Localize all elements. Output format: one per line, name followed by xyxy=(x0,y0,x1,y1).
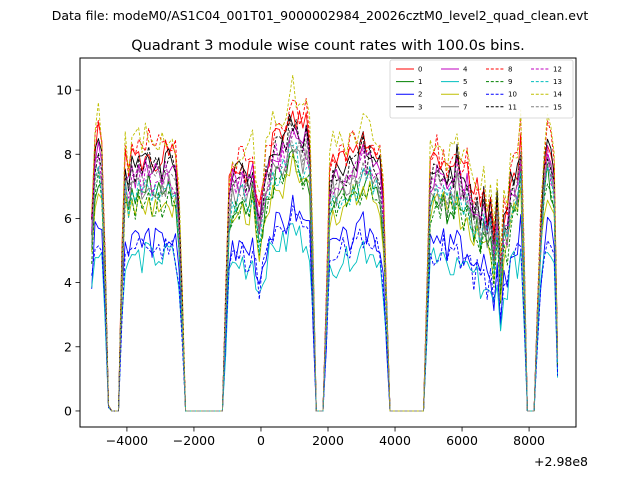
figure-suptitle: Data file: modeM0/AS1C04_001T01_90000029… xyxy=(52,8,589,23)
legend-label: 6 xyxy=(463,91,468,99)
legend-label: 14 xyxy=(553,91,562,99)
legend-label: 15 xyxy=(553,103,562,111)
y-tick-label: 2 xyxy=(64,339,72,354)
legend-label: 9 xyxy=(508,78,512,86)
chart-title: Quadrant 3 module wise count rates with … xyxy=(131,38,525,54)
series-layer xyxy=(91,74,559,412)
x-tick-label: 6000 xyxy=(446,433,478,448)
y-axis: 0 2 4 6 8 10 xyxy=(56,83,80,418)
x-tick-label: 4000 xyxy=(379,433,411,448)
legend-label: 11 xyxy=(508,103,517,111)
y-tick-label: 8 xyxy=(64,147,72,162)
legend-label: 13 xyxy=(553,78,562,86)
series-line-15 xyxy=(91,129,559,412)
x-tick-label: 0 xyxy=(257,433,265,448)
y-tick-label: 6 xyxy=(64,211,72,226)
legend-label: 7 xyxy=(463,103,467,111)
x-tick-label: −4000 xyxy=(106,433,148,448)
legend-label: 1 xyxy=(418,78,422,86)
x-tick-label: 2000 xyxy=(312,433,344,448)
series-line-10 xyxy=(91,205,559,412)
legend-label: 3 xyxy=(418,103,422,111)
series-line-13 xyxy=(91,142,559,412)
legend-label: 12 xyxy=(553,66,562,74)
legend-label: 8 xyxy=(508,66,512,74)
x-tick-label: 8000 xyxy=(513,433,545,448)
legend-label: 0 xyxy=(418,66,422,74)
x-tick-label: −2000 xyxy=(173,433,215,448)
legend-label: 5 xyxy=(463,78,467,86)
series-line-12 xyxy=(91,127,559,412)
y-tick-label: 10 xyxy=(56,83,72,98)
legend-label: 2 xyxy=(418,91,422,99)
legend-label: 10 xyxy=(508,91,517,99)
legend-label: 4 xyxy=(463,66,468,74)
y-tick-label: 4 xyxy=(64,275,72,290)
x-axis: −4000 −2000 0 2000 4000 6000 8000 xyxy=(106,427,545,448)
y-tick-label: 0 xyxy=(64,403,72,418)
x-offset-label: +2.98e8 xyxy=(534,454,588,469)
legend-box xyxy=(389,59,574,119)
series-line-9 xyxy=(91,155,559,412)
